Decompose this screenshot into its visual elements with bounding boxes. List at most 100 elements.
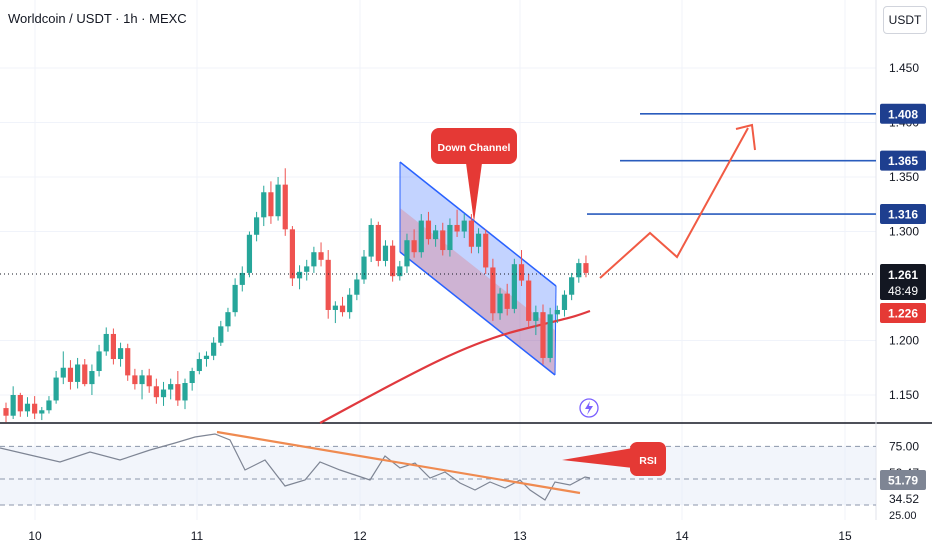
candle-body [246, 234, 253, 273]
projection-arrow [599, 123, 756, 279]
candle-body [160, 389, 167, 398]
channel-right-edge [554, 285, 557, 376]
x-tick-label: 14 [675, 529, 689, 543]
candle-body [24, 403, 31, 412]
y-tick-label: 1.300 [889, 225, 919, 239]
lightning-icon-bolt [585, 401, 593, 415]
candle-body [569, 277, 575, 295]
candles [3, 168, 589, 423]
candle-body [96, 351, 102, 372]
candle-body [196, 359, 202, 372]
candle-body [10, 395, 16, 416]
candle-body [561, 294, 568, 310]
candle-body [511, 264, 517, 309]
candle-body [547, 314, 553, 358]
callout-pointer [466, 163, 482, 222]
candle-body [17, 395, 23, 412]
current-price-badge-bg [880, 264, 926, 300]
rsi-tick-label: 25.00 [889, 510, 917, 522]
candle-body [504, 293, 510, 309]
rsi-trendline [216, 430, 581, 495]
channel-upper-fill [400, 162, 556, 375]
candle-body [483, 233, 489, 268]
candle-body [518, 264, 525, 281]
callout-bubble [431, 128, 517, 164]
candle-body [153, 386, 159, 398]
target-levels [0, 112, 876, 275]
rsi-value-badge-bg [880, 470, 926, 490]
candle-body [125, 348, 131, 376]
level-badge-bg [880, 103, 926, 124]
candle-body [440, 230, 446, 251]
candle-body [361, 256, 367, 280]
y-tick-label: 1.350 [889, 170, 919, 184]
projection-arrowhead [735, 123, 756, 151]
rsi-callout-label: RSI [639, 455, 657, 467]
rsi-value-badge: 51.79 [888, 474, 918, 488]
candle-body [32, 403, 38, 414]
ema-path [319, 309, 591, 424]
candle-body [404, 240, 410, 267]
candle-body [189, 371, 195, 384]
misc-icons [579, 398, 599, 418]
x-tick-label: 13 [513, 529, 527, 543]
candle-body [339, 305, 346, 313]
candle-body [75, 364, 81, 382]
candle-body [433, 230, 439, 240]
candle-body [254, 217, 260, 235]
y-axis: 1.4501.4001.3501.3001.2001.1501.4081.365… [880, 61, 926, 522]
candle-body [139, 375, 145, 385]
rsi-tick-label: 75.00 [889, 439, 919, 453]
y-tick-label: 1.200 [889, 334, 919, 348]
candle-body [540, 312, 546, 358]
candle-body [203, 355, 210, 360]
rsi-pane: RSI [0, 430, 876, 506]
level-badge-bg [880, 150, 926, 171]
candle-body [583, 263, 589, 273]
candle-body [239, 272, 245, 285]
down-channel-callout: Down Channel [431, 128, 517, 222]
candle-body [117, 348, 124, 360]
candle-body [211, 342, 217, 356]
candle-body [103, 333, 109, 352]
candle-body [554, 309, 560, 315]
rsi-band [0, 446, 876, 506]
channel-lower-fill [400, 208, 556, 375]
candle-body [46, 400, 52, 411]
level-badge: 1.408 [888, 107, 918, 121]
candle-body [67, 367, 74, 382]
candle-body [110, 333, 116, 360]
candle-body [533, 312, 539, 321]
candle-body [354, 279, 360, 295]
candle-body [132, 375, 138, 385]
x-tick-label: 11 [191, 529, 204, 543]
candle-body [261, 192, 267, 218]
current-price-badge: 1.261 [888, 268, 918, 282]
candle-body [497, 293, 503, 314]
candle-body [89, 371, 95, 385]
symbol-title: Worldcoin / USDT · 1h · MEXC [8, 11, 187, 26]
candle-body [268, 192, 274, 217]
y-tick-label: 1.450 [889, 61, 919, 75]
candle-body [53, 377, 59, 401]
candle-body [490, 267, 496, 314]
candle-body [311, 252, 317, 267]
candle-body [397, 266, 403, 277]
countdown-badge: 48:49 [888, 284, 918, 298]
candle-body [325, 259, 331, 310]
candle-body [576, 263, 582, 278]
projection-path [599, 127, 749, 279]
candle-body [368, 224, 374, 257]
rsi-tick-label: 34.52 [889, 492, 919, 506]
candle-body [382, 245, 389, 261]
ema-badge: 1.226 [888, 307, 918, 321]
currency-button[interactable]: USDT [883, 6, 927, 34]
grid [0, 0, 932, 520]
x-tick-label: 10 [28, 529, 42, 543]
candle-body [225, 312, 231, 327]
candle-body [347, 294, 353, 313]
candle-body [526, 280, 532, 321]
candle-body [3, 408, 9, 416]
candle-body [461, 220, 467, 232]
